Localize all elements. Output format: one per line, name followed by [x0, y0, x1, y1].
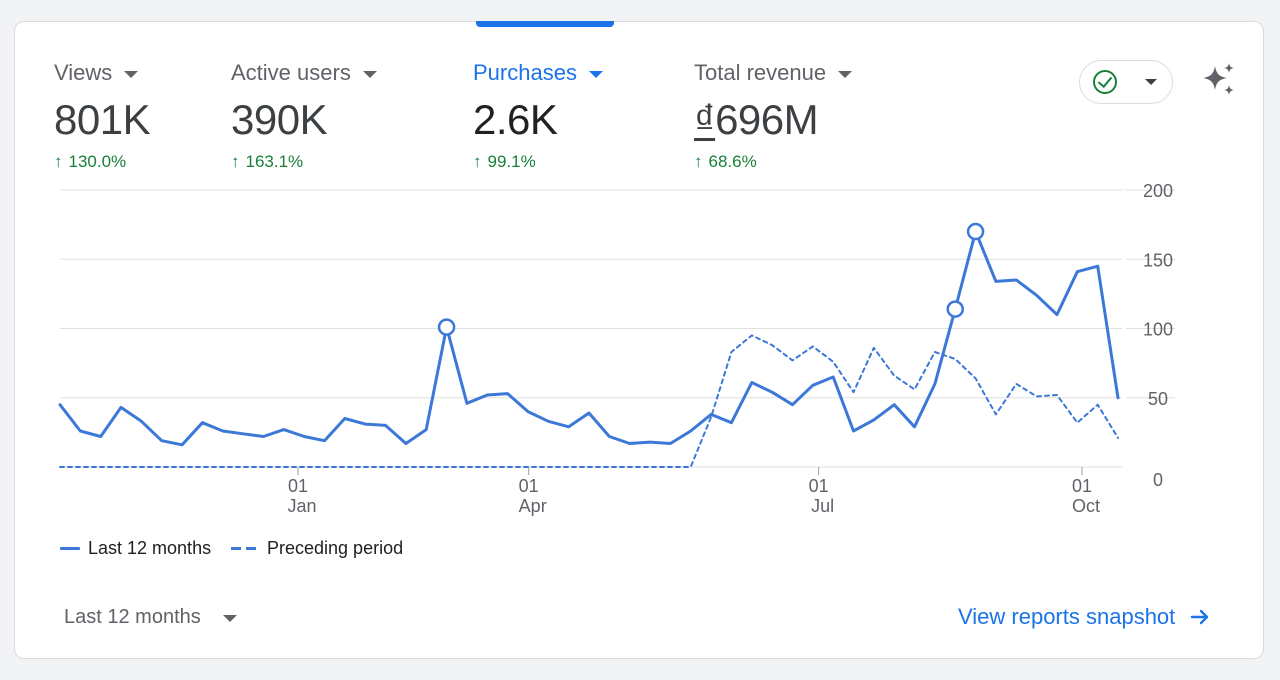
analytics-card	[14, 21, 1264, 659]
arrow-up-icon: ↑	[231, 152, 240, 171]
period-select-label: Last 12 months	[64, 606, 201, 628]
arrow-right-icon	[1191, 609, 1209, 625]
active-tab-indicator	[476, 21, 614, 27]
metric-tab-purchases[interactable]: Purchases 2.6K ↑ 99.1%	[473, 58, 603, 172]
chevron-down-icon[interactable]	[362, 70, 377, 78]
view-link-label: View reports snapshot	[958, 604, 1176, 629]
legend-item-current: Last 12 months	[60, 538, 211, 559]
metric-label: Views	[54, 60, 113, 85]
period-select[interactable]: Last 12 months	[64, 606, 237, 629]
arrow-up-icon: ↑	[473, 152, 482, 171]
metric-value: 2.6K	[473, 96, 558, 143]
metric-delta: 130.0%	[68, 152, 127, 171]
metric-delta: 68.6%	[708, 152, 757, 171]
legend-item-previous: Preceding period	[231, 538, 403, 559]
metric-tab-total-revenue[interactable]: Total revenue ₫696M ↑ 68.6%	[694, 58, 853, 172]
chevron-down-icon[interactable]	[588, 70, 603, 78]
sparkle-icon[interactable]	[1198, 60, 1240, 102]
check-circle-icon	[1093, 70, 1117, 94]
metric-value: 390K	[231, 96, 328, 143]
arrow-up-icon: ↑	[54, 152, 63, 171]
chevron-down-icon	[222, 615, 237, 622]
chevron-down-icon[interactable]	[838, 70, 853, 78]
chevron-down-icon[interactable]	[124, 70, 139, 78]
metric-tab-views[interactable]: Views 801K ↑ 130.0%	[54, 58, 151, 172]
metric-value: 696M	[715, 96, 819, 143]
legend-label: Last 12 months	[88, 538, 212, 558]
metric-delta: 163.1%	[245, 152, 304, 171]
legend-swatch-dashed	[231, 547, 257, 550]
metric-label: Total revenue	[694, 60, 827, 85]
legend-label: Preceding period	[267, 538, 404, 558]
view-reports-snapshot-link[interactable]: View reports snapshot	[958, 604, 1211, 630]
metric-tab-active-users[interactable]: Active users 390K ↑ 163.1%	[231, 58, 377, 172]
metric-value: 801K	[54, 96, 151, 143]
arrow-up-icon: ↑	[694, 152, 703, 171]
legend-swatch-solid	[60, 547, 80, 550]
chevron-down-icon	[1145, 79, 1157, 85]
currency-symbol: ₫	[694, 96, 716, 143]
status-dropdown[interactable]	[1079, 60, 1173, 104]
metric-label: Purchases	[473, 60, 577, 85]
metric-label: Active users	[231, 60, 351, 85]
metric-delta: 99.1%	[487, 152, 536, 171]
